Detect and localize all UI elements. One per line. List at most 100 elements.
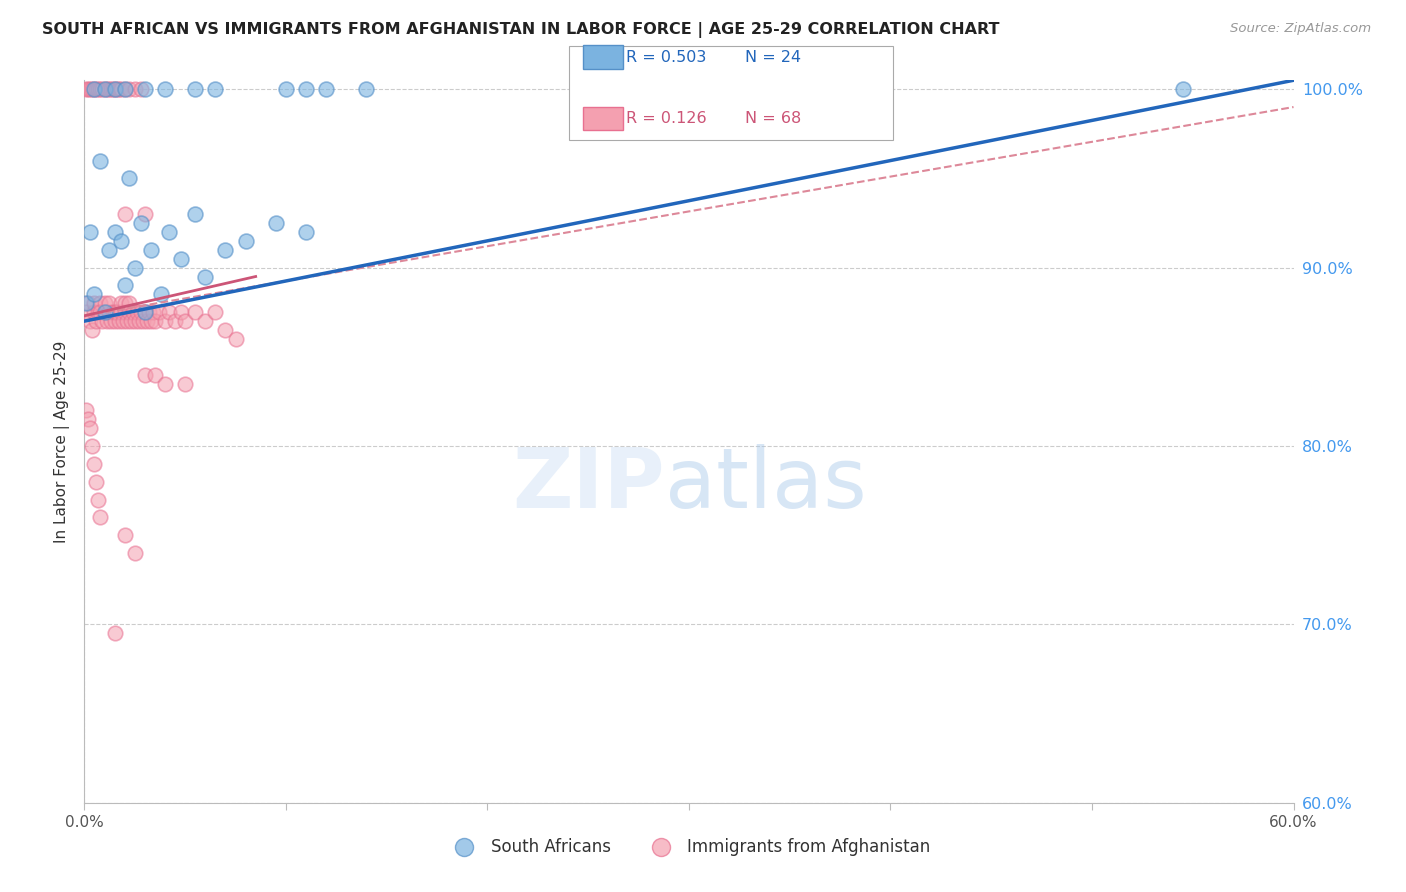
Point	[110, 234, 132, 248]
Point	[184, 305, 207, 319]
Point	[83, 82, 105, 96]
Point	[83, 82, 105, 96]
Point	[100, 82, 122, 96]
Point	[295, 82, 318, 96]
Point	[124, 260, 146, 275]
Point	[83, 305, 105, 319]
Point	[184, 207, 207, 221]
Point	[110, 305, 132, 319]
Point	[86, 82, 108, 96]
Point	[89, 153, 111, 168]
Point	[104, 225, 127, 239]
Point	[79, 225, 101, 239]
Point	[77, 296, 100, 310]
Y-axis label: In Labor Force | Age 25-29: In Labor Force | Age 25-29	[55, 341, 70, 542]
Point	[157, 225, 180, 239]
Point	[129, 305, 152, 319]
Point	[93, 296, 115, 310]
Point	[134, 305, 156, 319]
Point	[87, 492, 110, 507]
Point	[214, 243, 236, 257]
Point	[114, 82, 136, 96]
Point	[132, 314, 155, 328]
Point	[139, 314, 162, 328]
Point	[204, 305, 226, 319]
Point	[91, 314, 114, 328]
Point	[110, 296, 132, 310]
Point	[93, 305, 115, 319]
Point	[274, 82, 297, 96]
Point	[105, 82, 128, 96]
Point	[128, 314, 150, 328]
Point	[93, 82, 115, 96]
Text: Source: ZipAtlas.com: Source: ZipAtlas.com	[1230, 22, 1371, 36]
Text: R = 0.503: R = 0.503	[626, 50, 706, 64]
Point	[138, 305, 160, 319]
Point	[97, 82, 120, 96]
Point	[105, 305, 128, 319]
Point	[77, 412, 100, 426]
Point	[134, 207, 156, 221]
Point	[75, 403, 97, 417]
Point	[114, 528, 136, 542]
Point	[75, 82, 97, 96]
Point	[75, 305, 97, 319]
Point	[89, 305, 111, 319]
Point	[143, 314, 166, 328]
Point	[89, 82, 111, 96]
Point	[120, 314, 142, 328]
Point	[93, 82, 115, 96]
Point	[204, 82, 226, 96]
Legend: South Africans, Immigrants from Afghanistan: South Africans, Immigrants from Afghanis…	[440, 831, 938, 863]
Point	[148, 305, 170, 319]
Point	[97, 296, 120, 310]
Point	[124, 82, 146, 96]
Point	[96, 82, 118, 96]
Point	[83, 296, 105, 310]
Point	[115, 314, 138, 328]
Point	[82, 323, 104, 337]
Point	[118, 171, 141, 186]
Point	[149, 287, 172, 301]
Point	[101, 305, 124, 319]
Point	[124, 314, 146, 328]
Point	[118, 82, 141, 96]
Point	[134, 305, 156, 319]
Point	[174, 314, 197, 328]
Point	[77, 82, 100, 96]
Point	[104, 626, 127, 640]
Point	[134, 82, 156, 96]
Point	[170, 252, 193, 266]
Point	[1171, 82, 1194, 96]
Point	[114, 82, 136, 96]
Point	[184, 82, 207, 96]
Point	[225, 332, 247, 346]
Point	[295, 225, 318, 239]
Point	[107, 82, 129, 96]
Point	[114, 305, 136, 319]
Point	[104, 82, 127, 96]
Point	[170, 305, 193, 319]
Point	[82, 439, 104, 453]
Point	[97, 305, 120, 319]
Point	[153, 376, 176, 391]
Point	[153, 314, 176, 328]
Point	[86, 475, 108, 489]
Point	[75, 296, 97, 310]
Point	[111, 314, 134, 328]
Point	[82, 82, 104, 96]
Text: N = 68: N = 68	[745, 112, 801, 126]
Point	[129, 82, 152, 96]
Point	[86, 314, 108, 328]
Point	[118, 305, 141, 319]
Point	[87, 305, 110, 319]
Point	[104, 82, 127, 96]
Point	[129, 216, 152, 230]
Point	[139, 243, 162, 257]
Point	[114, 207, 136, 221]
Point	[121, 305, 143, 319]
Text: R = 0.126: R = 0.126	[626, 112, 706, 126]
Point	[124, 546, 146, 560]
Point	[79, 314, 101, 328]
Point	[165, 314, 187, 328]
